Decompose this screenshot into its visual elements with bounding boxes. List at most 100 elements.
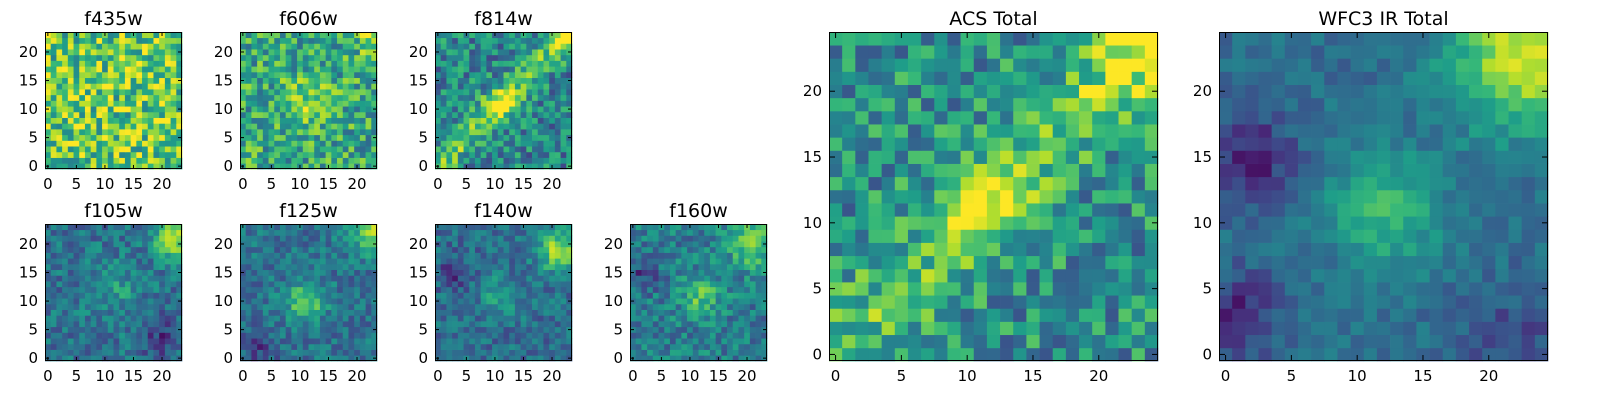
heatmap-cell — [692, 275, 699, 282]
heatmap-cell — [102, 83, 109, 90]
heatmap-cell — [331, 229, 338, 236]
heatmap-cell — [268, 258, 275, 265]
heatmap-cell — [630, 292, 637, 299]
heatmap-cell — [1469, 347, 1483, 362]
heatmap-cell — [164, 157, 171, 164]
heatmap-cell — [251, 71, 258, 79]
heatmap-cell — [245, 281, 252, 288]
heatmap-cell — [147, 235, 154, 242]
heatmap-cell — [124, 263, 131, 271]
heatmap-cell — [829, 308, 843, 322]
heatmap-cell — [457, 326, 464, 333]
heatmap-cell — [274, 321, 281, 328]
heatmap-cell — [440, 258, 447, 265]
heatmap-cell — [285, 94, 292, 101]
heatmap-cell — [549, 129, 556, 136]
heatmap-cell — [526, 32, 533, 39]
heatmap-cell — [240, 111, 247, 118]
heatmap-cell — [446, 129, 453, 136]
heatmap-cell — [520, 100, 527, 107]
heatmap-cell — [279, 123, 287, 130]
heatmap-cell — [543, 315, 550, 322]
heatmap-cell — [170, 134, 177, 141]
heatmap-cell — [474, 94, 482, 101]
heatmap-cell — [1144, 308, 1159, 322]
heatmap-cell — [257, 269, 264, 276]
heatmap-cell — [532, 83, 539, 90]
heatmap-cell — [119, 332, 126, 339]
heatmap-cell — [291, 32, 298, 39]
x-tick-label: 20 — [1089, 367, 1108, 385]
heatmap-cell — [96, 224, 103, 231]
heatmap-cell — [947, 150, 961, 164]
heatmap-cell — [532, 246, 539, 253]
heatmap-cell — [744, 326, 751, 333]
heatmap-cell — [1052, 189, 1067, 204]
heatmap-cell — [986, 255, 1001, 270]
heatmap-cell — [308, 355, 315, 362]
heatmap-cell — [549, 229, 556, 236]
heatmap-cell — [1092, 32, 1106, 46]
heatmap-cell — [1403, 334, 1417, 349]
heatmap-cell — [136, 275, 143, 282]
heatmap-cell — [738, 338, 745, 345]
heatmap-cell — [692, 263, 699, 271]
heatmap-cell — [986, 242, 1001, 257]
heatmap-cell — [1026, 189, 1040, 204]
heatmap-cell — [359, 281, 366, 288]
heatmap-cell — [319, 309, 326, 316]
heatmap-cell — [692, 303, 699, 310]
heatmap-cell — [514, 252, 521, 259]
y-tick-label: 15 — [19, 72, 38, 90]
y-tick-label: 10 — [19, 292, 38, 310]
heatmap-cell — [325, 229, 332, 236]
heatmap-cell — [526, 163, 533, 170]
heatmap-cell — [480, 129, 487, 136]
heatmap-cell — [435, 123, 442, 130]
heatmap-cell — [319, 349, 326, 356]
heatmap-cell — [354, 332, 361, 339]
heatmap-cell — [934, 189, 948, 204]
heatmap-cell — [371, 286, 378, 293]
heatmap-cell — [503, 134, 510, 141]
heatmap-cell — [687, 315, 694, 322]
heatmap-cell — [829, 124, 843, 138]
heatmap-cell — [342, 229, 349, 236]
heatmap-cell — [709, 309, 716, 316]
heatmap-cell — [732, 309, 739, 316]
heatmap-cell — [560, 163, 567, 170]
heatmap-cell — [526, 100, 533, 107]
heatmap-cell — [84, 229, 92, 236]
heatmap-cell — [102, 157, 109, 164]
x-tick-label: 10 — [680, 367, 699, 385]
heatmap-cell — [84, 269, 92, 276]
heatmap-cell — [652, 298, 659, 305]
heatmap-cell — [73, 303, 80, 310]
heatmap-cell — [1105, 97, 1119, 112]
heatmap-cell — [113, 326, 120, 333]
heatmap-cell — [1144, 268, 1159, 283]
heatmap-cell — [732, 241, 739, 248]
heatmap-cell — [647, 241, 654, 248]
heatmap-cell — [342, 343, 349, 350]
heatmap-cell — [554, 111, 561, 118]
heatmap-cell — [245, 117, 252, 124]
heatmap-cell — [354, 43, 361, 50]
heatmap-cell — [732, 269, 739, 276]
heatmap-cell — [285, 163, 292, 170]
heatmap-cell — [440, 349, 447, 356]
heatmap-cell — [73, 111, 80, 118]
heatmap-cell — [359, 37, 366, 44]
heatmap-cell — [868, 137, 882, 151]
heatmap-cell — [687, 292, 694, 299]
heatmap-cell — [274, 309, 281, 316]
heatmap-cell — [549, 117, 556, 124]
heatmap-cell — [435, 338, 442, 345]
heatmap-cell — [1092, 71, 1106, 85]
heatmap-cell — [457, 83, 464, 90]
heatmap-cell — [457, 106, 464, 113]
heatmap-cell — [520, 129, 527, 136]
heatmap-cell — [279, 94, 287, 101]
heatmap-cell — [709, 321, 716, 328]
heatmap-cell — [497, 275, 504, 282]
